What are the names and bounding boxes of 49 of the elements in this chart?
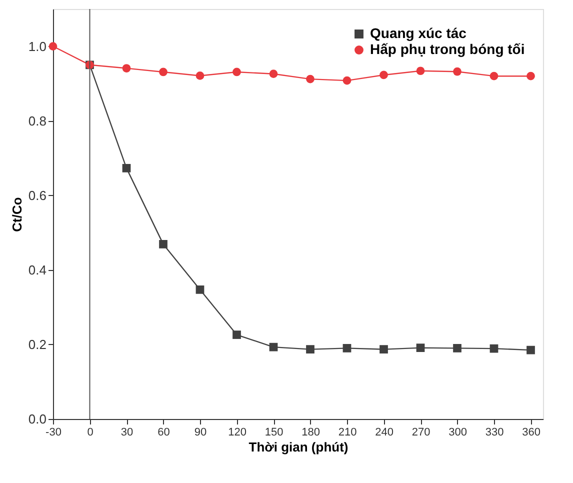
y-tick-label: 0.4 xyxy=(28,262,46,278)
point xyxy=(526,72,535,80)
point xyxy=(196,285,204,294)
point xyxy=(453,67,462,76)
point xyxy=(48,42,58,50)
x-tick-label: 0 xyxy=(87,426,94,438)
point xyxy=(159,68,168,76)
x-tick-label: 120 xyxy=(228,426,246,438)
point xyxy=(342,344,352,352)
x-tick-label: 90 xyxy=(194,426,207,438)
point xyxy=(490,72,498,80)
x-tick-label: 60 xyxy=(158,426,170,438)
point xyxy=(416,66,425,76)
x-tick-label: 360 xyxy=(522,426,540,438)
y-tick-label: 1.0 xyxy=(28,38,46,54)
x-tick-label: -30 xyxy=(46,426,62,438)
point xyxy=(269,342,278,352)
y-axis-title: Ct/Co xyxy=(9,197,24,232)
point xyxy=(122,64,131,72)
x-axis-title: Thời gian (phút) xyxy=(248,440,348,454)
point xyxy=(416,344,425,352)
point xyxy=(196,72,204,80)
point xyxy=(269,70,278,78)
point xyxy=(526,346,535,354)
point xyxy=(380,345,388,354)
point xyxy=(306,74,314,84)
x-tick-label: 240 xyxy=(375,426,394,438)
x-tick-label: 210 xyxy=(338,426,357,438)
x-tick-label: 330 xyxy=(485,426,504,438)
point xyxy=(453,344,462,352)
point xyxy=(232,330,241,339)
y-tick-label: 0.2 xyxy=(28,336,46,352)
y-tick-label: 0.6 xyxy=(28,188,46,203)
x-tick-label: 150 xyxy=(264,426,284,438)
point xyxy=(232,68,241,76)
x-tick-label: 180 xyxy=(302,426,320,438)
y-tick-label: 0.0 xyxy=(28,412,46,426)
x-tick-label: 300 xyxy=(448,426,467,438)
x-tick-label: 270 xyxy=(412,426,430,438)
point xyxy=(159,240,168,248)
legend-label: Hấp phụ trong bóng tối xyxy=(370,41,525,57)
point xyxy=(380,70,388,80)
point xyxy=(342,76,352,85)
y-tick-label: 0.8 xyxy=(28,113,46,128)
point xyxy=(122,164,131,172)
point xyxy=(306,345,314,354)
legend-label: Quang xúc tác xyxy=(370,25,467,41)
x-tick-label: 30 xyxy=(120,426,134,438)
point xyxy=(490,344,498,353)
